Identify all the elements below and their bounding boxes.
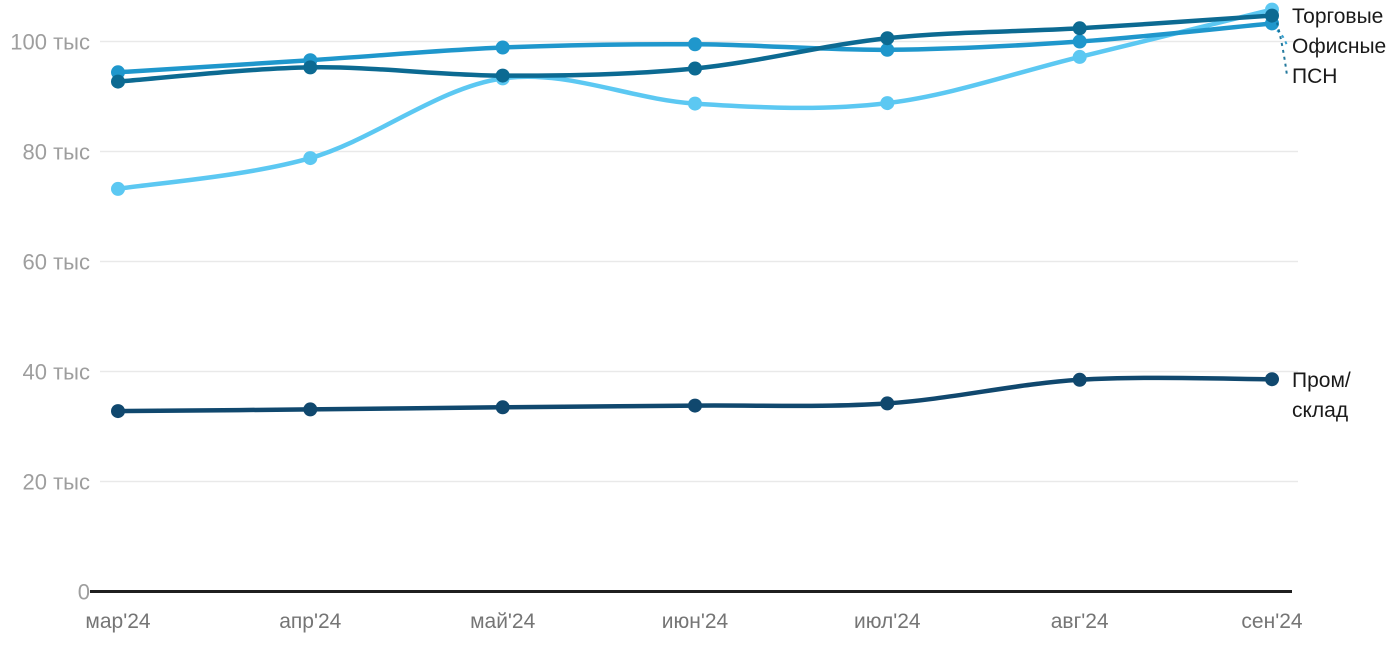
y-tick-label-0: 0 xyxy=(78,580,90,605)
y-tick-label-40: 40 тыс xyxy=(23,360,90,385)
series-label-Офисные: Офисные xyxy=(1292,35,1386,58)
x-tick-label-5: июл'24 xyxy=(854,610,921,633)
data-point-Офисные-май'24[interactable] xyxy=(495,40,510,55)
y-tick-label-100: 100 тыс xyxy=(10,30,90,55)
data-point-ПСН-сен'24[interactable] xyxy=(1265,8,1279,23)
data-point-ПСН-май'24[interactable] xyxy=(495,68,510,83)
data-point-ПСН-июл'24[interactable] xyxy=(880,31,895,46)
data-point-Пром/склад-сен'24[interactable] xyxy=(1265,372,1279,387)
data-point-Пром/склад-авг'24[interactable] xyxy=(1072,372,1087,387)
data-point-Офисные-июл'24[interactable] xyxy=(880,42,895,57)
x-tick-label-2: апр'24 xyxy=(279,610,341,633)
x-tick-label-4: июн'24 xyxy=(662,610,729,633)
data-point-Пром/склад-мар'24[interactable] xyxy=(111,404,125,419)
data-point-Офисные-июн'24[interactable] xyxy=(688,37,702,52)
series-label-Пром/склад-line2: склад xyxy=(1292,399,1348,422)
x-tick-label-1: мар'24 xyxy=(85,610,150,633)
x-tick-label-3: май'24 xyxy=(470,610,536,633)
data-point-Торговые-мар'24[interactable] xyxy=(111,181,125,196)
data-point-Пром/склад-май'24[interactable] xyxy=(495,400,510,415)
y-tick-label-80: 80 тыс xyxy=(23,140,90,165)
data-point-Офисные-авг'24[interactable] xyxy=(1072,34,1087,49)
data-point-Торговые-апр'24[interactable] xyxy=(303,151,318,166)
data-point-ПСН-апр'24[interactable] xyxy=(303,60,318,75)
data-point-Торговые-июл'24[interactable] xyxy=(880,96,895,111)
y-tick-label-20: 20 тыс xyxy=(23,470,90,495)
data-point-Пром/склад-апр'24[interactable] xyxy=(303,402,318,417)
series-label-Пром/склад-line1: Пром/ xyxy=(1292,369,1351,392)
data-point-Торговые-июн'24[interactable] xyxy=(688,96,702,111)
x-tick-label-7: сен'24 xyxy=(1241,610,1302,633)
series-label-ПСН: ПСН xyxy=(1292,65,1337,88)
y-tick-label-60: 60 тыс xyxy=(23,250,90,275)
x-tick-label-6: авг'24 xyxy=(1051,610,1109,633)
data-point-ПСН-мар'24[interactable] xyxy=(111,74,125,89)
data-point-Пром/склад-июн'24[interactable] xyxy=(688,398,702,413)
data-point-Торговые-авг'24[interactable] xyxy=(1072,49,1087,64)
series-label-Торговые: Торговые xyxy=(1292,5,1383,28)
label-leader-Офисные xyxy=(1276,29,1288,46)
data-point-ПСН-авг'24[interactable] xyxy=(1072,21,1087,36)
data-point-Пром/склад-июл'24[interactable] xyxy=(880,396,895,411)
data-point-ПСН-июн'24[interactable] xyxy=(688,61,702,76)
label-leader-ПСН xyxy=(1276,22,1288,76)
